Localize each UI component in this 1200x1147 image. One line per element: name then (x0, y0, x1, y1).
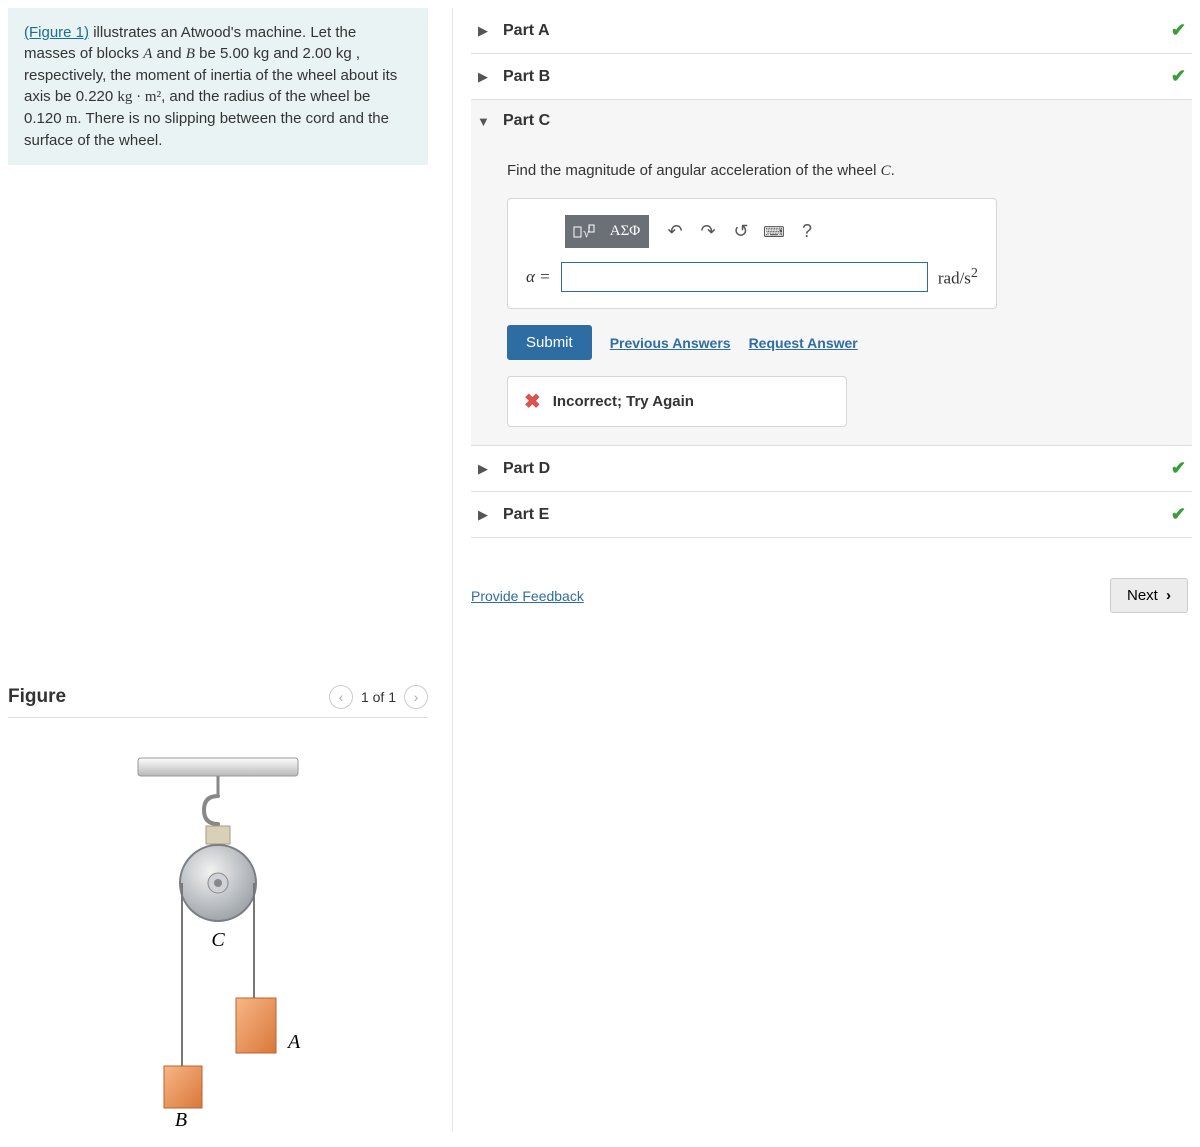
figure-prev-button[interactable]: ‹ (329, 685, 353, 709)
part-b-header[interactable]: ▶Part B ✔ (471, 54, 1192, 99)
part-c-body: Find the magnitude of angular accelerati… (471, 142, 1192, 445)
feedback-box: ✖ Incorrect; Try Again (507, 376, 847, 427)
equation-toolbar: √ ΑΣΦ ↶ ↷ ↺ ⌨ ? (566, 215, 978, 248)
greek-tool-button[interactable]: ΑΣΦ (601, 215, 649, 248)
part-a-header[interactable]: ▶Part A ✔ (471, 8, 1192, 53)
part-c-header[interactable]: ▼Part C (471, 100, 1192, 142)
provide-feedback-link[interactable]: Provide Feedback (471, 588, 584, 604)
reset-button[interactable]: ↺ (724, 215, 758, 248)
next-button[interactable]: Next › (1110, 578, 1188, 613)
caret-right-icon: ▶ (477, 461, 489, 477)
part-e-header[interactable]: ▶Part E ✔ (471, 492, 1192, 537)
keyboard-button[interactable]: ⌨ (757, 215, 791, 248)
help-button[interactable]: ? (790, 215, 824, 248)
svg-text:A: A (286, 1031, 301, 1053)
answer-units: rad/s2 (938, 265, 978, 289)
figure-counter: 1 of 1 (361, 689, 396, 705)
caret-right-icon: ▶ (477, 69, 489, 85)
redo-button[interactable]: ↷ (691, 215, 725, 248)
x-icon: ✖ (524, 389, 541, 414)
part-c-prompt: Find the magnitude of angular accelerati… (507, 162, 1186, 180)
figure-next-button[interactable]: › (404, 685, 428, 709)
check-icon: ✔ (1171, 458, 1186, 479)
problem-intro: (Figure 1) illustrates an Atwood's machi… (8, 8, 428, 165)
check-icon: ✔ (1171, 66, 1186, 87)
request-answer-link[interactable]: Request Answer (749, 335, 858, 351)
figure-link[interactable]: (Figure 1) (24, 24, 89, 41)
undo-button[interactable]: ↶ (658, 215, 692, 248)
part-d-header[interactable]: ▶Part D ✔ (471, 446, 1192, 491)
caret-right-icon: ▶ (477, 23, 489, 39)
figure-diagram: C A B (8, 748, 428, 1132)
svg-text:B: B (175, 1109, 187, 1128)
answer-lhs: α = (526, 267, 551, 287)
svg-text:C: C (211, 929, 225, 951)
figure-title: Figure (8, 686, 66, 708)
check-icon: ✔ (1171, 20, 1186, 41)
check-icon: ✔ (1171, 504, 1186, 525)
answer-input[interactable] (561, 262, 928, 292)
template-tool-button[interactable]: √ (565, 215, 602, 248)
submit-button[interactable]: Submit (507, 325, 592, 360)
caret-right-icon: ▶ (477, 507, 489, 523)
previous-answers-link[interactable]: Previous Answers (610, 335, 731, 351)
caret-down-icon: ▼ (477, 114, 489, 129)
